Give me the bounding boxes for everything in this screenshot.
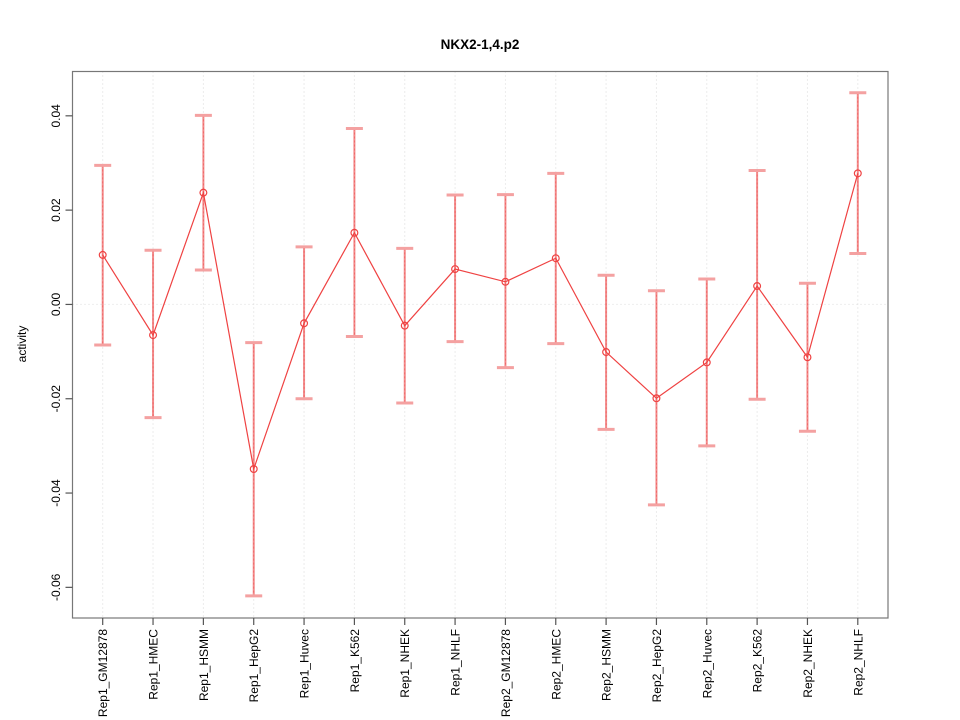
y-tick-label: 0.00: [49, 292, 63, 316]
x-tick-label: Rep1_Huvec: [298, 629, 312, 698]
x-tick-label: Rep2_Huvec: [700, 629, 714, 698]
data-point: [501, 277, 510, 286]
data-point: [702, 358, 711, 367]
plot-title: NKX2-1,4.p2: [441, 37, 520, 52]
data-point: [451, 265, 460, 274]
data-point: [551, 254, 560, 263]
y-axis-label: activity: [15, 326, 29, 363]
y-tick-label: -0.06: [49, 573, 63, 601]
x-tick-label: Rep1_GM12878: [96, 629, 110, 717]
data-point: [249, 464, 258, 473]
data-point: [98, 250, 107, 259]
x-tick-label: Rep1_HMEC: [147, 629, 161, 700]
x-tick-label: Rep1_NHEK: [398, 629, 412, 698]
data-point: [602, 348, 611, 357]
x-tick-label: Rep2_GM12878: [499, 629, 513, 717]
data-point: [652, 394, 661, 403]
x-tick-label: Rep2_K562: [751, 629, 765, 693]
y-tick-label: 0.02: [49, 198, 63, 222]
x-tick-label: Rep1_K562: [348, 629, 362, 693]
error-bars-layer: [94, 91, 867, 598]
data-point: [149, 331, 158, 340]
series-line: [102, 173, 859, 472]
data-point: [199, 188, 208, 197]
data-point: [350, 228, 359, 237]
x-tick-label: Rep1_HSMM: [197, 629, 211, 701]
data-point: [803, 353, 812, 362]
x-tick-label: Rep2_HepG2: [650, 629, 664, 703]
x-tick-label: Rep2_HMEC: [549, 629, 563, 700]
data-point: [300, 319, 309, 328]
y-tick-label: -0.04: [49, 479, 63, 507]
x-tick-label: Rep2_NHEK: [801, 629, 815, 698]
data-point: [753, 282, 762, 291]
x-tick-label: Rep2_NHLF: [851, 629, 865, 696]
data-point: [853, 169, 862, 178]
y-tick-label: -0.02: [49, 385, 63, 413]
x-tick-label: Rep2_HSMM: [600, 629, 614, 701]
data-point: [400, 321, 409, 330]
series-layer: [98, 169, 862, 473]
x-tick-label: Rep1_HepG2: [247, 629, 261, 703]
tick-labels-layer: 0.04 0.02 0.00 -0.02 -0.04 -0.06 Rep1_GM12878 R…: [49, 104, 865, 717]
grid-layer: [72, 71, 888, 618]
axes-layer: [65, 70, 889, 625]
y-tick-label: 0.04: [49, 104, 63, 128]
plot-border: [71, 70, 889, 619]
x-tick-label: Rep1_NHLF: [449, 629, 463, 696]
